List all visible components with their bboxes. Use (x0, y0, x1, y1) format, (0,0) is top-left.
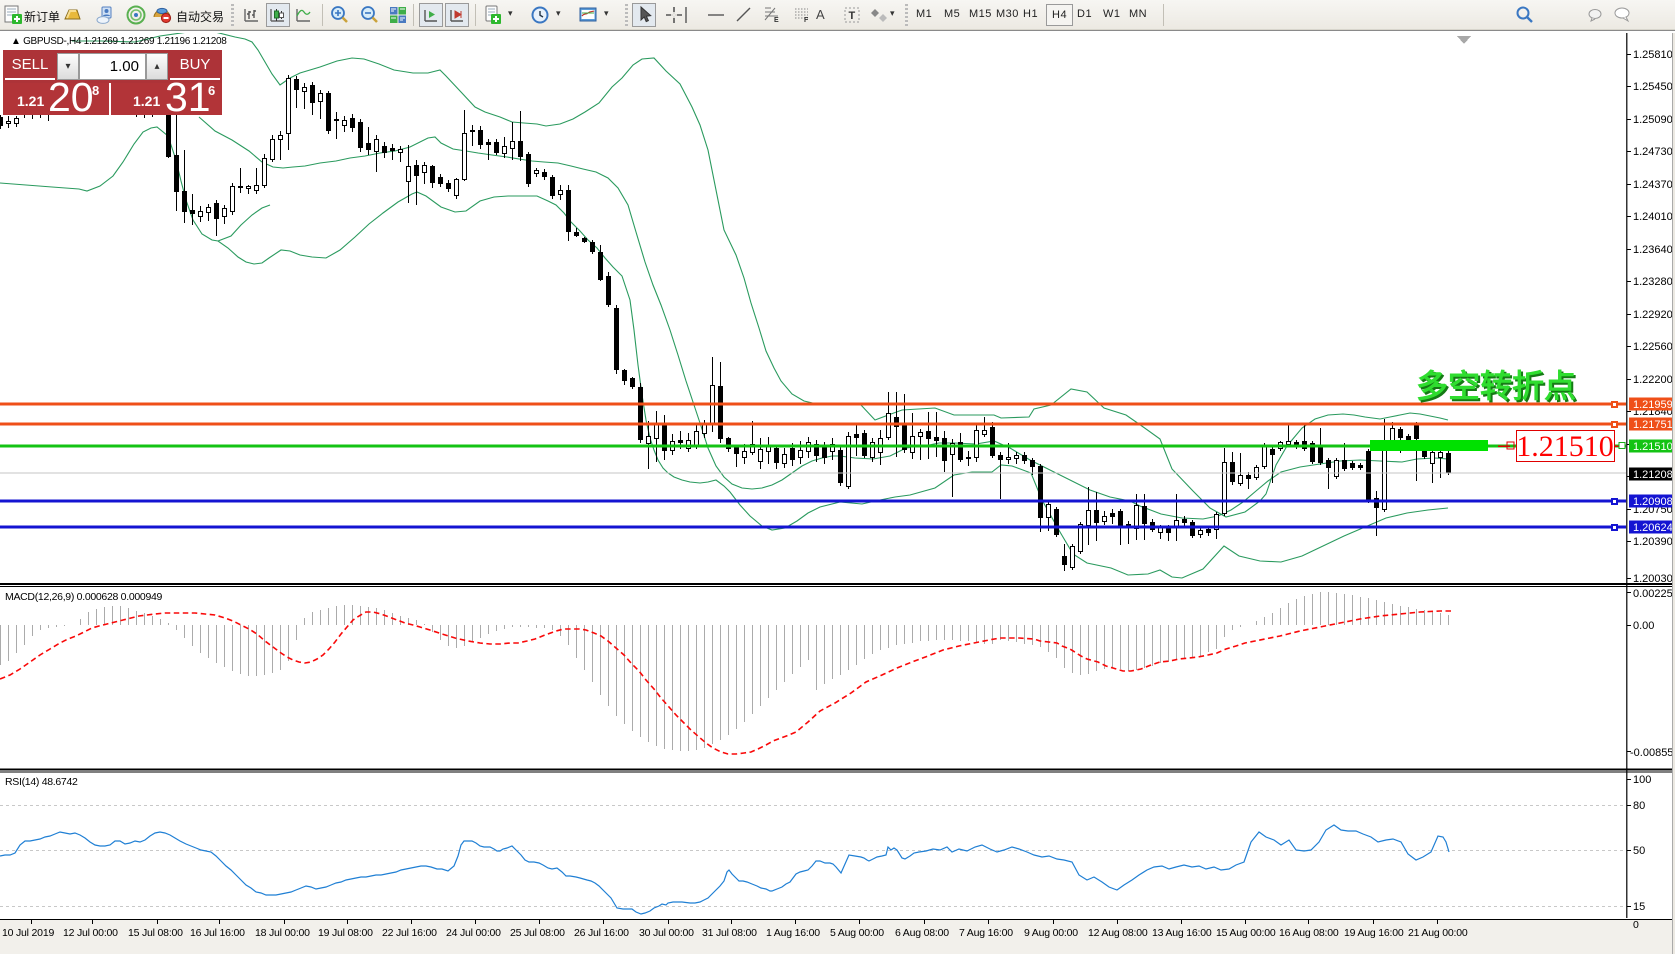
svg-text:1.21510: 1.21510 (1516, 430, 1614, 463)
svg-text:-0.008553: -0.008553 (1630, 747, 1675, 759)
svg-text:多空转折点: 多空转折点 (1418, 370, 1578, 406)
svg-text:1.20908: 1.20908 (1633, 496, 1673, 508)
svg-text:1.20390: 1.20390 (1633, 536, 1673, 548)
svg-text:1.23640: 1.23640 (1633, 244, 1673, 256)
svg-text:50: 50 (1633, 845, 1645, 857)
svg-text:0.002256: 0.002256 (1633, 588, 1675, 600)
svg-text:多空转折点: 多空转折点 (1416, 368, 1576, 404)
svg-text:MACD(12,26,9) 0.000628 0.00094: MACD(12,26,9) 0.000628 0.000949 (5, 591, 163, 603)
svg-text:1.21208: 1.21208 (1633, 469, 1673, 481)
svg-text:F: F (804, 17, 809, 24)
svg-text:1.20030: 1.20030 (1633, 573, 1673, 585)
svg-text:1.25450: 1.25450 (1633, 81, 1673, 93)
svg-text:1.22920: 1.22920 (1633, 309, 1673, 321)
svg-text:1.21510: 1.21510 (1633, 441, 1673, 453)
svg-text:15: 15 (1633, 901, 1645, 913)
svg-text:E: E (774, 17, 779, 24)
svg-text:1.20624: 1.20624 (1633, 522, 1673, 534)
svg-text:1.21959: 1.21959 (1633, 399, 1673, 411)
svg-text:1.24370: 1.24370 (1633, 179, 1673, 191)
svg-text:1.22560: 1.22560 (1633, 341, 1673, 353)
svg-text:RSI(14) 48.6742: RSI(14) 48.6742 (5, 776, 78, 788)
svg-text:100: 100 (1633, 774, 1651, 786)
svg-text:80: 80 (1633, 800, 1645, 812)
svg-text:1.24010: 1.24010 (1633, 211, 1673, 223)
svg-text:1.25090: 1.25090 (1633, 114, 1673, 126)
svg-text:T: T (849, 10, 856, 22)
svg-text:1.24730: 1.24730 (1633, 146, 1673, 158)
svg-text:1.22200: 1.22200 (1633, 374, 1673, 386)
svg-text:1.21751: 1.21751 (1633, 419, 1673, 431)
svg-text:1.23280: 1.23280 (1633, 276, 1673, 288)
svg-text:1.25810: 1.25810 (1633, 49, 1673, 61)
svg-text:0.00: 0.00 (1633, 620, 1654, 632)
